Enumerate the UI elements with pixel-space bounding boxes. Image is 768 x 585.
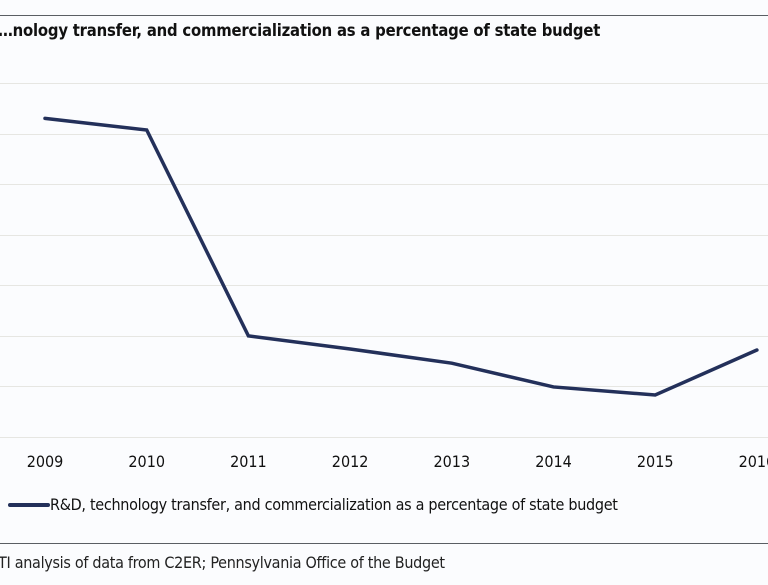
legend-swatch: [8, 502, 50, 507]
x-tick-label: 2015: [637, 452, 674, 471]
x-tick-label: 2013: [433, 452, 470, 471]
chart-title: …nology transfer, and commercialization …: [0, 21, 601, 40]
source-note: TI analysis of data from C2ER; Pennsylva…: [0, 553, 445, 572]
x-tick-label: 2011: [230, 452, 267, 471]
x-tick-label: 2012: [332, 452, 369, 471]
series-line: [43, 116, 759, 397]
x-tick-label: 2016: [739, 452, 768, 471]
legend: R&D, technology transfer, and commercial…: [8, 495, 618, 514]
x-tick-label: 2009: [27, 452, 64, 471]
x-tick-label: 2010: [128, 452, 165, 471]
top-rule: [0, 15, 768, 16]
x-tick-label: 2014: [535, 452, 572, 471]
legend-label: R&D, technology transfer, and commercial…: [50, 495, 618, 514]
bottom-rule: [0, 543, 768, 544]
line-chart: 2009 2010 2011 2012 2013 2014 2015 2016: [0, 83, 768, 471]
